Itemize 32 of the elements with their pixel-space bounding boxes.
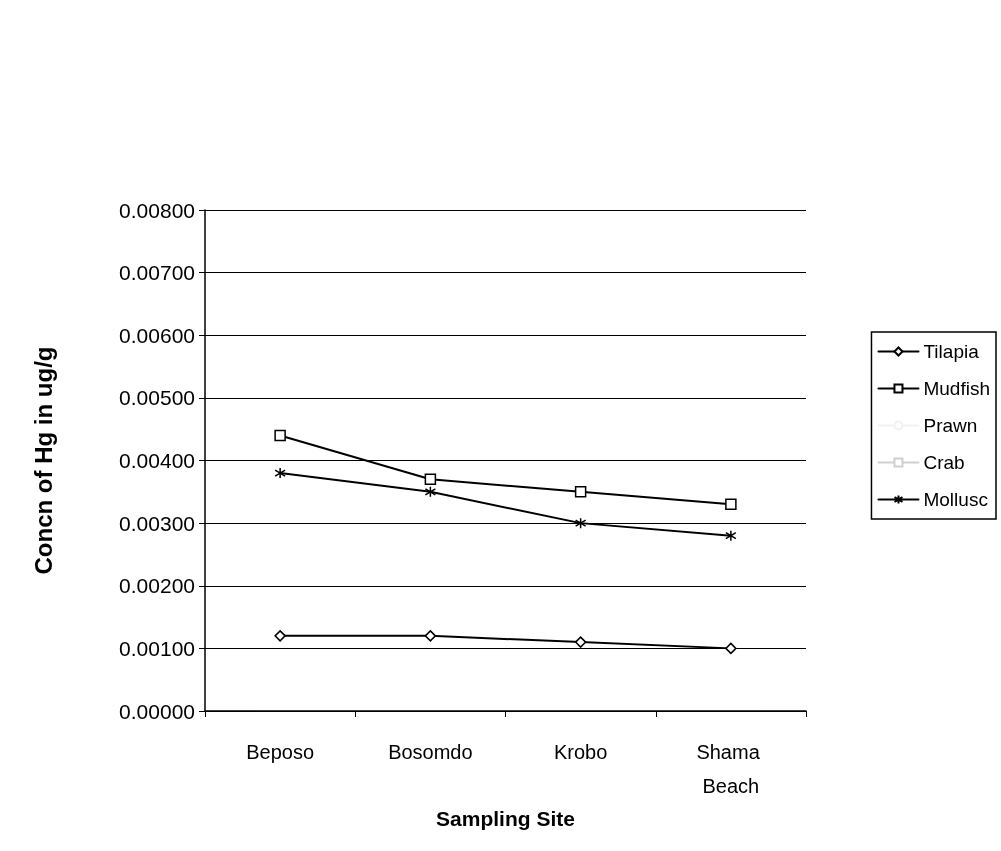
point xyxy=(574,486,587,498)
y-tick-label: 0.00100 xyxy=(119,636,195,660)
point xyxy=(424,486,437,498)
legend-label: Tilapia xyxy=(923,341,980,362)
point xyxy=(274,630,286,642)
y-tick-label: 0.00700 xyxy=(119,261,195,285)
y-tick-label: 0.00400 xyxy=(119,449,195,472)
x-tick-label: Beposo xyxy=(246,741,315,763)
x-axis-title: Sampling Site xyxy=(436,806,575,830)
y-tick-label: 0.00600 xyxy=(119,323,195,347)
x-tick-label: Bosomdo xyxy=(388,741,473,763)
point xyxy=(725,529,737,542)
point xyxy=(424,630,437,642)
x-tick-label: Shama Beach xyxy=(696,741,766,797)
point xyxy=(574,636,587,648)
y-tick-label: 0.00000 xyxy=(119,699,195,723)
y-tick-label: 0.00200 xyxy=(119,574,195,598)
point xyxy=(574,517,587,529)
x-tick-label: Krobo xyxy=(553,741,608,763)
legend-label: Crab xyxy=(923,452,965,473)
legend-label: Mollusc xyxy=(923,489,988,510)
y-axis-title: Concn of Hg in ug/g xyxy=(29,346,57,575)
point xyxy=(725,498,737,511)
y-tick-label: 0.00300 xyxy=(119,511,195,535)
legend-label: Mudfish xyxy=(923,378,990,399)
point xyxy=(424,473,437,486)
point xyxy=(274,429,286,442)
point xyxy=(725,642,737,655)
point xyxy=(274,467,286,479)
y-tick-label: 0.00800 xyxy=(119,198,195,222)
legend-label: Prawn xyxy=(923,415,978,436)
y-tick-label: 0.00500 xyxy=(119,386,195,410)
